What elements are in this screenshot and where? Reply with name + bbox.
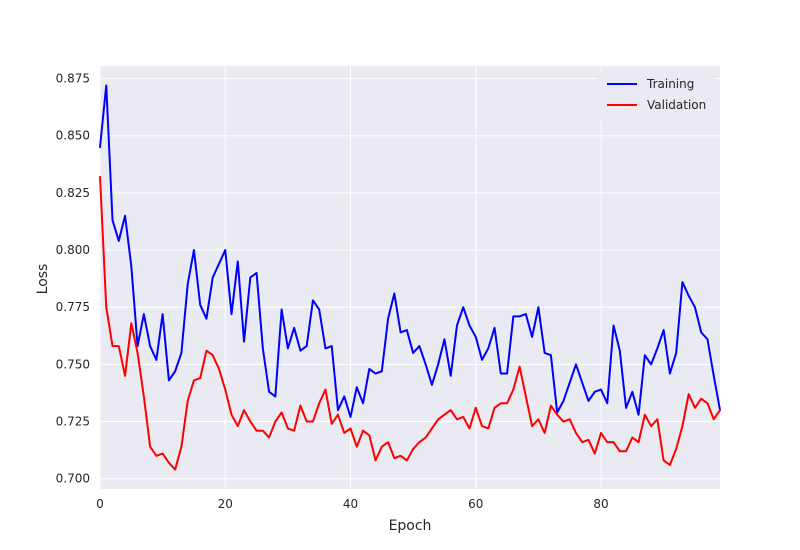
legend-label-validation: Validation xyxy=(647,98,706,112)
y-tick-label: 0.725 xyxy=(56,415,90,429)
series-lines xyxy=(99,84,721,471)
x-tick-label: 0 xyxy=(96,497,104,511)
series-line-training xyxy=(99,84,721,418)
y-tick-label: 0.875 xyxy=(56,72,90,86)
legend: Training Validation xyxy=(598,72,714,120)
y-tick-label: 0.750 xyxy=(56,357,90,371)
y-tick-label: 0.850 xyxy=(56,129,90,143)
series-line-validation xyxy=(99,175,721,471)
y-tick-label: 0.800 xyxy=(56,243,90,257)
y-tick-label: 0.700 xyxy=(56,472,90,486)
y-axis-label: Loss xyxy=(35,264,51,295)
legend-label-training: Training xyxy=(646,77,694,91)
x-axis-label: Epoch xyxy=(389,518,432,534)
x-tick-label: 20 xyxy=(218,497,233,511)
plot-background xyxy=(100,66,720,489)
y-tick-label: 0.775 xyxy=(56,300,90,314)
y-tick-label: 0.825 xyxy=(56,186,90,200)
x-tick-label: 80 xyxy=(593,497,608,511)
x-tick-label: 60 xyxy=(468,497,483,511)
y-tick-labels: 0.700 0.725 0.750 0.775 0.800 0.825 0.850 0.875 xyxy=(56,72,90,486)
x-tick-labels: 0 20 40 60 80 xyxy=(96,497,608,511)
x-tick-label: 40 xyxy=(343,497,358,511)
